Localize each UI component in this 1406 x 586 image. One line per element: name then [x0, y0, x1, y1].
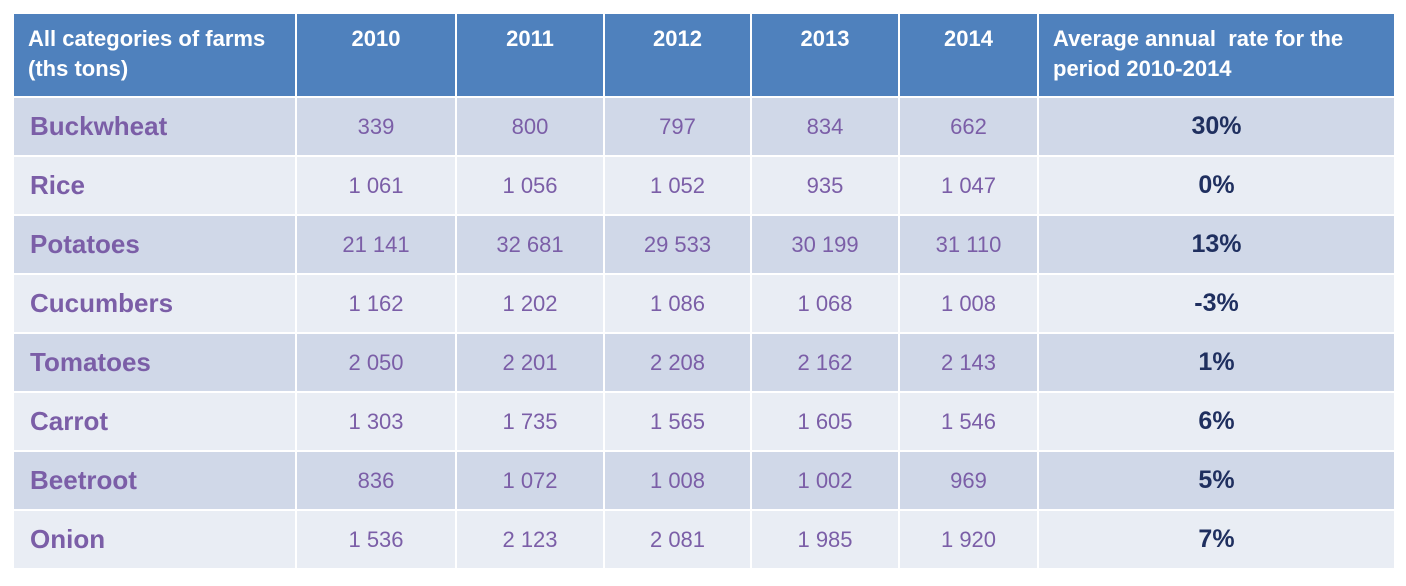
- rate-cell: 7%: [1037, 509, 1396, 570]
- rate-cell: 13%: [1037, 214, 1396, 275]
- value-cell: 2 050: [295, 332, 457, 393]
- rate-cell: -3%: [1037, 273, 1396, 334]
- header-year-2013: 2013: [750, 12, 900, 98]
- value-cell: 935: [750, 155, 900, 216]
- row-label: Beetroot: [12, 450, 297, 511]
- value-cell: 1 985: [750, 509, 900, 570]
- value-cell: 21 141: [295, 214, 457, 275]
- value-cell: 1 565: [603, 391, 752, 452]
- value-cell: 662: [898, 96, 1039, 157]
- header-category-line1: All categories of farms: [28, 26, 266, 51]
- value-cell: 1 303: [295, 391, 457, 452]
- value-cell: 1 546: [898, 391, 1039, 452]
- value-cell: 1 047: [898, 155, 1039, 216]
- row-label: Onion: [12, 509, 297, 570]
- value-cell: 836: [295, 450, 457, 511]
- value-cell: 2 201: [455, 332, 605, 393]
- header-year-2011: 2011: [455, 12, 605, 98]
- value-cell: 1 605: [750, 391, 900, 452]
- value-cell: 1 008: [898, 273, 1039, 334]
- value-cell: 1 536: [295, 509, 457, 570]
- header-category-line2: (ths tons): [28, 56, 129, 81]
- table-row: Cucumbers 1 162 1 202 1 086 1 068 1 008 -3%: [12, 273, 1396, 334]
- row-label: Potatoes: [12, 214, 297, 275]
- value-cell: 339: [295, 96, 457, 157]
- table-body: Buckwheat 339 800 797 834 662 30% Rice 1 061 1 05…: [12, 96, 1396, 570]
- row-label: Tomatoes: [12, 332, 297, 393]
- value-cell: 800: [455, 96, 605, 157]
- value-cell: 1 052: [603, 155, 752, 216]
- row-label: Carrot: [12, 391, 297, 452]
- value-cell: 1 068: [750, 273, 900, 334]
- value-cell: 1 056: [455, 155, 605, 216]
- rate-cell: 5%: [1037, 450, 1396, 511]
- value-cell: 32 681: [455, 214, 605, 275]
- table-row: Beetroot 836 1 072 1 008 1 002 969 5%: [12, 450, 1396, 511]
- value-cell: 1 735: [455, 391, 605, 452]
- header-rate-line1: Average annual rate for the: [1053, 26, 1344, 51]
- table-row: Buckwheat 339 800 797 834 662 30%: [12, 96, 1396, 157]
- value-cell: 1 920: [898, 509, 1039, 570]
- value-cell: 834: [750, 96, 900, 157]
- value-cell: 969: [898, 450, 1039, 511]
- value-cell: 1 162: [295, 273, 457, 334]
- value-cell: 30 199: [750, 214, 900, 275]
- header-average-rate: Average annual rate for the period 2010-…: [1037, 12, 1396, 98]
- row-label: Buckwheat: [12, 96, 297, 157]
- value-cell: 2 123: [455, 509, 605, 570]
- table-row: Onion 1 536 2 123 2 081 1 985 1 920 7%: [12, 509, 1396, 570]
- header-rate-line2: period 2010-2014: [1053, 56, 1232, 81]
- header-row: All categories of farms (ths tons) 2010 …: [12, 12, 1396, 98]
- table-row: Carrot 1 303 1 735 1 565 1 605 1 546 6%: [12, 391, 1396, 452]
- value-cell: 31 110: [898, 214, 1039, 275]
- value-cell: 2 081: [603, 509, 752, 570]
- value-cell: 1 002: [750, 450, 900, 511]
- row-label: Rice: [12, 155, 297, 216]
- value-cell: 1 072: [455, 450, 605, 511]
- value-cell: 1 061: [295, 155, 457, 216]
- rate-cell: 6%: [1037, 391, 1396, 452]
- table-row: Potatoes 21 141 32 681 29 533 30 199 31 110 13…: [12, 214, 1396, 275]
- table-container: All categories of farms (ths tons) 2010 …: [12, 12, 1396, 570]
- value-cell: 2 143: [898, 332, 1039, 393]
- table-row: Tomatoes 2 050 2 201 2 208 2 162 2 143 1%: [12, 332, 1396, 393]
- farm-production-table: All categories of farms (ths tons) 2010 …: [12, 12, 1396, 570]
- header-year-2012: 2012: [603, 12, 752, 98]
- header-year-2010: 2010: [295, 12, 457, 98]
- table-row: Rice 1 061 1 056 1 052 935 1 047 0%: [12, 155, 1396, 216]
- value-cell: 2 208: [603, 332, 752, 393]
- row-label: Cucumbers: [12, 273, 297, 334]
- rate-cell: 1%: [1037, 332, 1396, 393]
- value-cell: 797: [603, 96, 752, 157]
- value-cell: 2 162: [750, 332, 900, 393]
- value-cell: 1 086: [603, 273, 752, 334]
- value-cell: 1 202: [455, 273, 605, 334]
- value-cell: 1 008: [603, 450, 752, 511]
- value-cell: 29 533: [603, 214, 752, 275]
- header-category: All categories of farms (ths tons): [12, 12, 297, 98]
- rate-cell: 30%: [1037, 96, 1396, 157]
- header-year-2014: 2014: [898, 12, 1039, 98]
- rate-cell: 0%: [1037, 155, 1396, 216]
